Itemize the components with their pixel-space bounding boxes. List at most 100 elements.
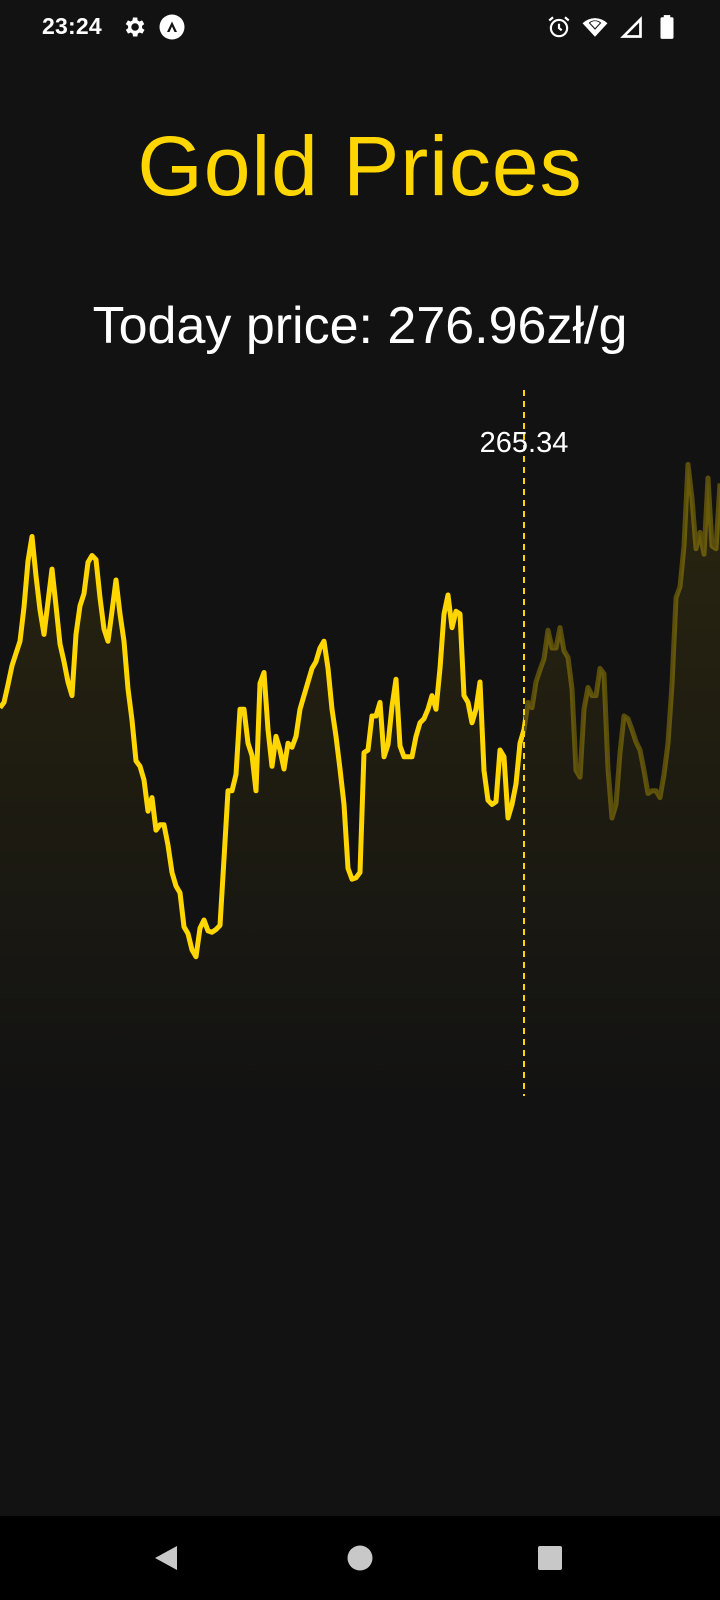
- price-point: [466, 700, 470, 704]
- alarm-icon: [548, 16, 570, 38]
- price-point: [378, 700, 382, 704]
- price-point: [546, 628, 550, 632]
- price-point: [358, 870, 362, 874]
- price-point: [158, 823, 162, 827]
- recents-icon: [538, 1546, 562, 1570]
- app-notification-icon: [159, 14, 185, 40]
- price-point: [90, 554, 94, 558]
- price-point: [278, 748, 282, 752]
- price-point: [398, 744, 402, 748]
- status-left-icons: [121, 14, 185, 40]
- price-point: [442, 612, 446, 616]
- price-point: [578, 775, 582, 779]
- price-point: [34, 574, 38, 578]
- price-point: [206, 929, 210, 933]
- price-point: [54, 604, 58, 608]
- price-point: [686, 462, 690, 466]
- price-point: [210, 930, 214, 934]
- price-point: [230, 789, 234, 793]
- price-point: [458, 612, 462, 616]
- price-point: [410, 755, 414, 759]
- price-point: [30, 535, 34, 539]
- price-point: [282, 767, 286, 771]
- price-point: [258, 681, 262, 685]
- price-point: [606, 767, 610, 771]
- price-point: [74, 632, 78, 636]
- price-point: [698, 530, 702, 534]
- price-point: [302, 694, 306, 698]
- price-point: [78, 604, 82, 608]
- price-point: [294, 734, 298, 738]
- price-point: [414, 734, 418, 738]
- price-point: [122, 639, 126, 643]
- price-point: [526, 700, 530, 704]
- price-point: [214, 928, 218, 932]
- price-point: [510, 802, 514, 806]
- price-point: [514, 782, 518, 786]
- price-point: [186, 932, 190, 936]
- price-point: [338, 767, 342, 771]
- price-point: [630, 728, 634, 732]
- page-title: Gold Prices: [137, 119, 583, 213]
- price-point: [402, 755, 406, 759]
- price-point: [114, 578, 118, 582]
- price-point: [678, 585, 682, 589]
- price-point: [658, 796, 662, 800]
- recents-button[interactable]: [530, 1538, 570, 1578]
- price-point: [274, 734, 278, 738]
- price-point: [106, 639, 110, 643]
- tooltip-value-label: 265.34: [480, 427, 569, 459]
- price-point: [646, 792, 650, 796]
- gear-icon: [125, 17, 145, 37]
- price-point: [330, 707, 334, 711]
- signal-icon: [620, 16, 642, 38]
- price-point: [98, 596, 102, 600]
- price-point: [622, 714, 626, 718]
- price-point: [18, 639, 22, 643]
- price-point: [530, 706, 534, 710]
- price-point: [126, 687, 130, 691]
- price-point: [654, 789, 658, 793]
- price-point: [118, 612, 122, 616]
- price-point: [518, 741, 522, 745]
- price-point: [150, 796, 154, 800]
- price-point: [434, 707, 438, 711]
- price-point: [42, 632, 46, 636]
- price-chart-svg[interactable]: 265.34: [0, 390, 720, 1110]
- price-point: [498, 748, 502, 752]
- home-button[interactable]: [340, 1538, 380, 1578]
- price-point: [534, 680, 538, 684]
- price-point: [702, 552, 706, 556]
- price-point: [286, 741, 290, 745]
- price-point: [110, 609, 114, 613]
- price-point: [94, 558, 98, 562]
- price-point: [22, 605, 26, 609]
- price-point: [2, 700, 6, 704]
- price-point: [10, 664, 14, 668]
- back-button[interactable]: [146, 1538, 186, 1578]
- price-point: [506, 816, 510, 820]
- price-point: [62, 660, 66, 664]
- price-point: [170, 870, 174, 874]
- price-point: [426, 707, 430, 711]
- price-chart[interactable]: 265.34: [0, 390, 720, 1110]
- status-bar: 23:24: [0, 0, 720, 56]
- price-point: [594, 694, 598, 698]
- price-point: [430, 694, 434, 698]
- price-point: [626, 717, 630, 721]
- price-point: [334, 734, 338, 738]
- wifi-icon: [582, 18, 608, 37]
- price-point: [454, 609, 458, 613]
- price-point: [142, 778, 146, 782]
- price-point: [194, 955, 198, 959]
- price-point: [462, 694, 466, 698]
- price-point: [478, 680, 482, 684]
- price-point: [50, 567, 54, 571]
- price-point: [182, 925, 186, 929]
- price-point: [662, 773, 666, 777]
- price-series-line-faded: [524, 461, 720, 821]
- price-point: [6, 683, 10, 687]
- price-point: [502, 755, 506, 759]
- price-point: [374, 714, 378, 718]
- price-point: [254, 789, 258, 793]
